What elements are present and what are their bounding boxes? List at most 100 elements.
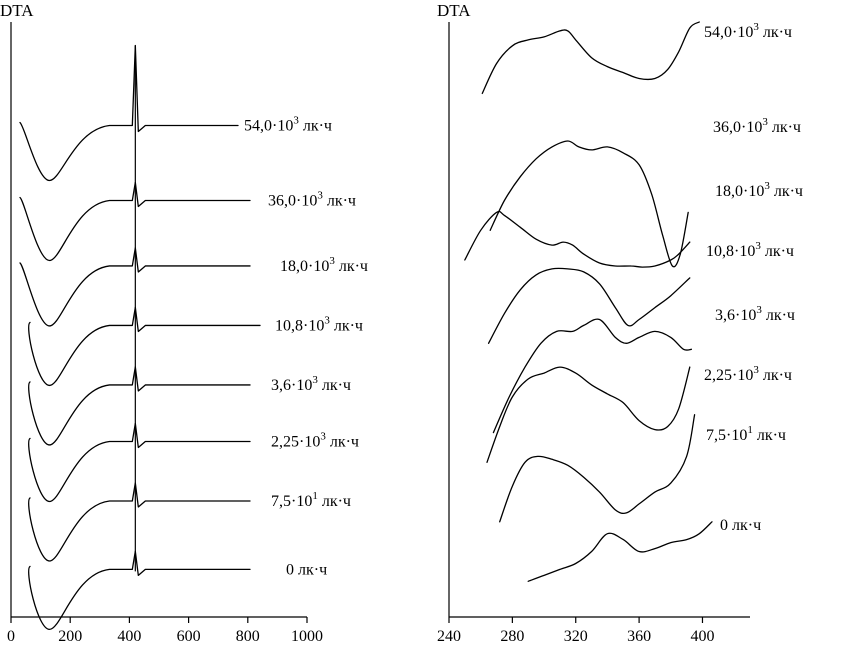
right-curve-label-unit: лк·ч — [728, 517, 761, 534]
right-curve — [527, 521, 713, 582]
left-x-tick-label: 800 — [236, 628, 260, 645]
left-x-ticks: 0 200 400 600 800 1000 — [7, 617, 323, 645]
left-curve-label-main: 54,0·10 — [244, 118, 293, 135]
left-x-tick-label: 1000 — [291, 628, 323, 645]
left-curve-label: 0 лк·ч — [286, 561, 327, 578]
right-curve-label-main: 7,5·10 — [706, 427, 747, 444]
right-curve-label-unit: лк·ч — [770, 183, 803, 200]
right-curve-label-main: 3,6·10 — [715, 307, 756, 324]
right-curve-label: 18,0·103 лк·ч — [715, 180, 803, 200]
left-curves — [19, 44, 261, 631]
right-dta-panel: DTA 240 280 320 360 400 54,0·103 лк·ч36,0·10… — [437, 1, 803, 645]
left-curve — [19, 247, 251, 327]
left-curve-label-main: 10,8·10 — [275, 317, 324, 334]
right-curves — [464, 21, 713, 582]
right-x-tick-label: 360 — [627, 628, 651, 645]
right-curve-label: 7,5·101 лк·ч — [706, 424, 786, 444]
right-curve — [492, 318, 693, 434]
left-curve — [28, 550, 251, 631]
left-x-tick-label: 200 — [58, 628, 82, 645]
right-curve-labels: 54,0·103 лк·ч36,0·103 лк·ч18,0·103 лк·ч1… — [704, 21, 803, 534]
left-curve-label: 2,25·103 лк·ч — [271, 430, 359, 450]
left-curve-label-exponent: 1 — [312, 490, 318, 502]
left-curve-label-exponent: 3 — [324, 314, 330, 326]
left-curve-label: 3,6·103 лк·ч — [271, 374, 351, 394]
right-curve — [499, 414, 696, 523]
left-curve-label-exponent: 3 — [317, 190, 323, 202]
left-curve — [28, 482, 251, 562]
left-curve — [28, 422, 251, 503]
left-curve-label-exponent: 3 — [312, 374, 318, 386]
left-curve-label: 36,0·103 лк·ч — [268, 190, 356, 210]
right-curve-label-main: 0 — [720, 517, 728, 534]
right-x-tick-label: 400 — [690, 628, 714, 645]
left-curve-label-exponent: 3 — [293, 115, 299, 127]
right-curve-label-exponent: 1 — [747, 424, 753, 436]
right-curve-label-unit: лк·ч — [761, 243, 794, 260]
left-curve-labels: 54,0·103 лк·ч36,0·103 лк·ч18,0·103 лк·ч1… — [244, 115, 368, 579]
left-curve — [19, 181, 251, 262]
right-curve-label-main: 36,0·10 — [713, 119, 762, 136]
left-curve-label: 10,8·103 лк·ч — [275, 314, 363, 334]
left-curve-label-unit: лк·ч — [318, 493, 351, 510]
right-x-ticks: 240 280 320 360 400 — [437, 617, 714, 645]
right-x-tick-label: 320 — [564, 628, 588, 645]
left-curve-label-exponent: 3 — [329, 255, 335, 267]
left-curve-label-unit: лк·ч — [326, 433, 359, 450]
left-dta-panel: DTA 0 200 400 600 800 1000 54,0·103 лк·ч36,0·… — [0, 1, 368, 645]
left-x-tick-label: 0 — [7, 628, 15, 645]
right-curve-label-exponent: 3 — [755, 240, 761, 252]
left-x-tick-label: 600 — [177, 628, 201, 645]
right-curve-label-main: 2,25·10 — [704, 367, 753, 384]
left-curve-label-main: 18,0·10 — [280, 258, 329, 275]
left-curve-label-unit: лк·ч — [323, 193, 356, 210]
right-curve-label-unit: лк·ч — [759, 367, 792, 384]
right-curve-label-main: 18,0·10 — [715, 183, 764, 200]
right-curve — [487, 267, 691, 344]
right-curve-label-unit: лк·ч — [762, 307, 795, 324]
left-curve-label-unit: лк·ч — [318, 377, 351, 394]
left-curve — [28, 366, 251, 446]
left-curve-label-unit: лк·ч — [335, 258, 368, 275]
right-curve-label: 0 лк·ч — [720, 517, 761, 534]
left-curve-label-unit: лк·ч — [294, 561, 327, 578]
right-curve-label: 10,8·103 лк·ч — [706, 240, 794, 260]
left-curve-label-exponent: 3 — [320, 430, 326, 442]
right-curve — [486, 366, 691, 463]
right-curve-label: 54,0·103 лк·ч — [704, 21, 792, 41]
left-curve-label: 54,0·103 лк·ч — [244, 115, 332, 135]
right-curve-label-unit: лк·ч — [759, 24, 792, 41]
right-curve-label: 3,6·103 лк·ч — [715, 304, 795, 324]
right-curve — [481, 21, 700, 95]
right-x-tick-label: 240 — [437, 628, 461, 645]
left-x-tick-label: 400 — [117, 628, 141, 645]
right-x-tick-label: 280 — [500, 628, 524, 645]
right-curve-label-unit: лк·ч — [768, 119, 801, 136]
left-curve-label-main: 2,25·10 — [271, 433, 320, 450]
right-curve-label-exponent: 3 — [764, 180, 770, 192]
right-curve-label-unit: лк·ч — [753, 427, 786, 444]
right-curve-label-exponent: 3 — [753, 21, 759, 33]
left-curve-label: 18,0·103 лк·ч — [280, 255, 368, 275]
right-curve-label-exponent: 3 — [753, 364, 759, 376]
right-curve-label: 36,0·103 лк·ч — [713, 116, 801, 136]
right-y-axis-label: DTA — [437, 1, 471, 20]
right-curve-label-main: 10,8·10 — [706, 243, 755, 260]
left-curve-label-unit: лк·ч — [299, 118, 332, 135]
left-curve — [28, 306, 261, 387]
right-curve — [464, 210, 691, 268]
left-curve-label-main: 3,6·10 — [271, 377, 312, 394]
right-curve-label-exponent: 3 — [762, 116, 768, 128]
left-curve-label-main: 36,0·10 — [268, 193, 317, 210]
left-y-axis-label: DTA — [0, 1, 34, 20]
left-curve — [19, 44, 239, 182]
left-curve-label: 7,5·101 лк·ч — [271, 490, 351, 510]
left-curve-label-main: 0 — [286, 561, 294, 578]
right-curve-label: 2,25·103 лк·ч — [704, 364, 792, 384]
right-curve — [489, 140, 689, 268]
right-curve-label-main: 54,0·10 — [704, 24, 753, 41]
left-curve-label-main: 7,5·10 — [271, 493, 312, 510]
right-curve-label-exponent: 3 — [756, 304, 762, 316]
left-curve-label-unit: лк·ч — [330, 317, 363, 334]
